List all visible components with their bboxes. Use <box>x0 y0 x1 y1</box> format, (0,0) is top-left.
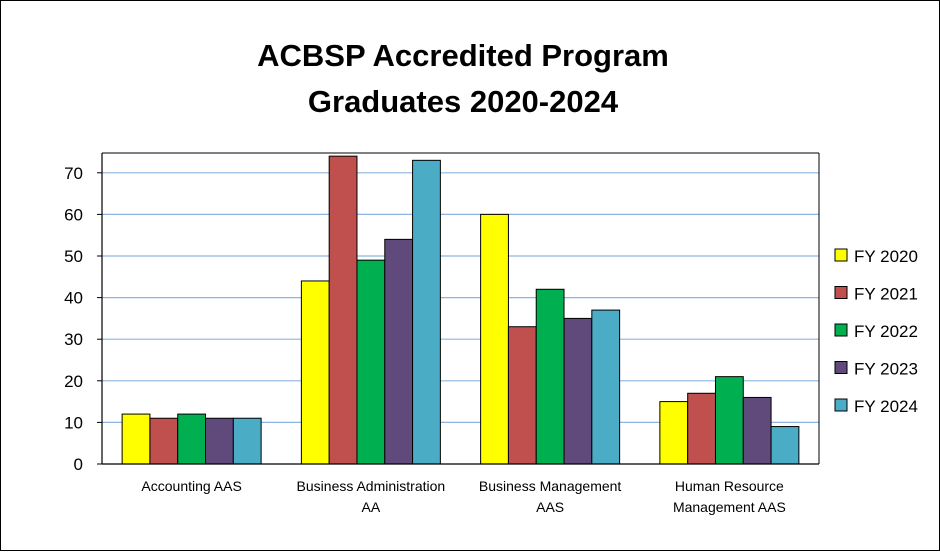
bar-fy-2023 <box>742 396 772 465</box>
bar-fy-2021 <box>149 417 179 465</box>
bar-fy-2024 <box>412 159 441 465</box>
bar-fy-2021 <box>687 392 716 465</box>
bars <box>121 155 800 465</box>
y-axis-ticks: 0 10 20 30 40 50 60 70 <box>64 164 83 474</box>
y-tick-label: 70 <box>64 164 83 183</box>
bar-fy-2020 <box>659 401 689 465</box>
x-category-label: Business Management <box>479 478 622 494</box>
y-tick-label: 60 <box>64 205 83 224</box>
y-tick-label: 50 <box>64 247 83 266</box>
axes <box>97 152 820 465</box>
bar-fy-2024 <box>770 426 800 465</box>
y-tick-label: 20 <box>64 372 83 391</box>
bar-fy-2022 <box>356 259 386 465</box>
bar-fy-2021 <box>507 326 537 465</box>
chart-title-line-2: Graduates 2020-2024 <box>308 84 619 119</box>
bar-fy-2024 <box>591 309 621 465</box>
x-category-label: AA <box>362 499 381 515</box>
x-category-label: Human Resource <box>675 478 784 494</box>
bar-fy-2023 <box>563 317 593 465</box>
bar-fy-2023 <box>205 417 234 465</box>
x-category-label: Business Administration <box>297 478 446 494</box>
legend: FY 2020 FY 2021 FY 2022 FY 2023 FY 2024 <box>834 247 918 416</box>
legend-label: FY 2022 <box>854 322 918 341</box>
x-category-label: Accounting AAS <box>141 478 241 494</box>
bar-fy-2021 <box>328 155 358 465</box>
bar-fy-2022 <box>177 413 207 465</box>
bar-fy-2020 <box>480 213 509 465</box>
bar-fy-2024 <box>232 417 262 465</box>
legend-swatch <box>834 361 848 374</box>
legend-swatch <box>834 286 848 299</box>
legend-swatch <box>834 248 848 262</box>
bar-fy-2023 <box>384 238 414 465</box>
x-axis-categories: Accounting AAS Business Administration AA B… <box>141 478 785 515</box>
legend-label: FY 2024 <box>854 397 918 416</box>
y-tick-label: 30 <box>64 330 83 349</box>
chart-title-line-1: ACBSP Accredited Program <box>257 38 669 73</box>
bar-fy-2022 <box>714 376 744 465</box>
y-tick-label: 10 <box>64 413 83 432</box>
legend-swatch <box>834 323 848 337</box>
bar-fy-2020 <box>121 413 151 465</box>
legend-swatch <box>834 398 848 412</box>
bar-fy-2020 <box>300 280 330 465</box>
x-category-label: AAS <box>536 499 564 515</box>
legend-label: FY 2023 <box>854 360 918 379</box>
y-tick-label: 40 <box>64 289 83 308</box>
y-tick-label: 0 <box>74 455 83 474</box>
legend-label: FY 2020 <box>854 247 918 266</box>
x-category-label: Management AAS <box>673 499 786 515</box>
legend-label: FY 2021 <box>854 285 918 304</box>
bar-fy-2022 <box>535 288 565 465</box>
